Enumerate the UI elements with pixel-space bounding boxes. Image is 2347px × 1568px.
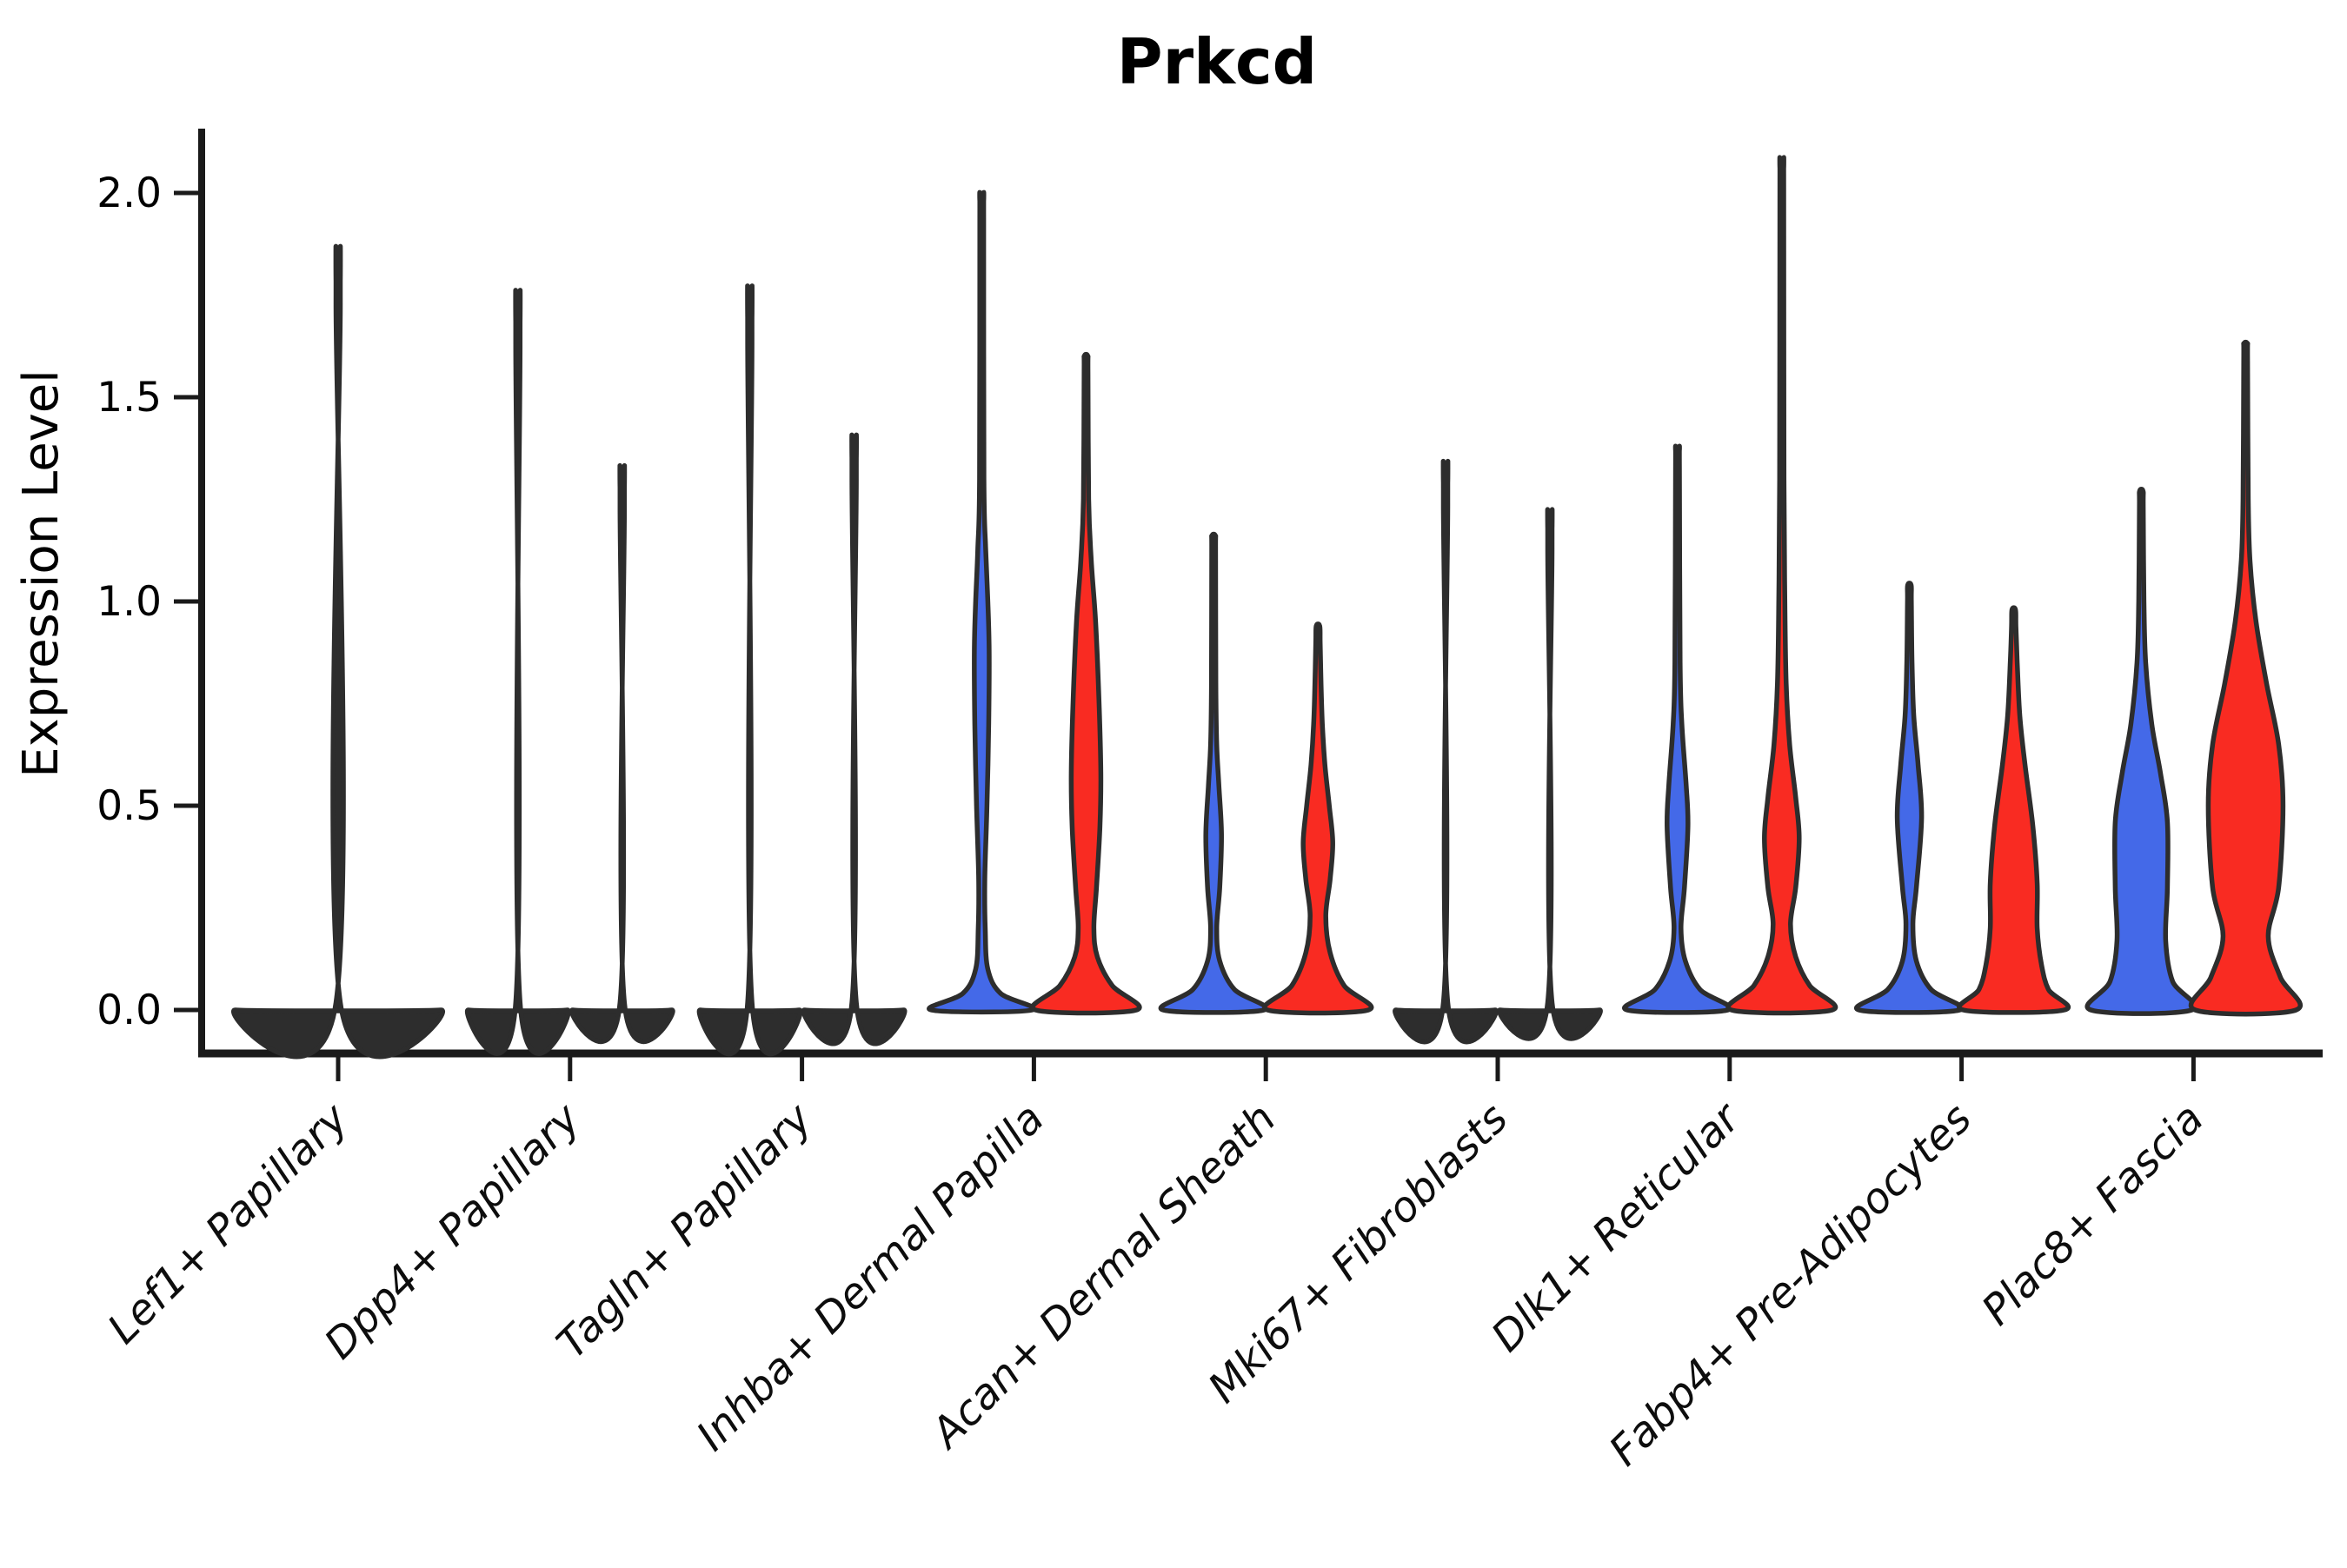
violin-dlk1-reticular-left	[1622, 443, 1733, 1015]
y-tick-label: 2.0	[96, 169, 162, 217]
y-tick-label: 0.5	[96, 782, 162, 830]
violin-fabp4-pre-adipocytes-left	[1854, 581, 1965, 1015]
violin-mki67-fibroblasts-right	[1497, 507, 1603, 1041]
violin-dpp4-papillary-left	[464, 288, 571, 1056]
axes-spines	[198, 129, 2323, 1058]
violin-inhba-dermal-papilla-right	[1030, 351, 1142, 1016]
violin-series	[231, 155, 2303, 1060]
y-tick-label: 1.0	[96, 578, 162, 626]
x-axis-ticks	[336, 1057, 2196, 1081]
violin-lef1-papillary-center	[231, 243, 445, 1060]
violin-tagln-papillary-right	[801, 432, 908, 1046]
violin-acan-dermal-sheath-left	[1158, 531, 1269, 1015]
y-tick-label: 0.0	[96, 987, 162, 1034]
violin-acan-dermal-sheath-right	[1262, 621, 1374, 1016]
y-axis-ticks: 0.0 0.5 1.0 1.5 2.0	[96, 169, 200, 1034]
y-axis-label: Expression Level	[13, 369, 70, 778]
violin-dpp4-papillary-right	[568, 462, 675, 1044]
violin-inhba-dermal-papilla-left	[927, 189, 1037, 1015]
violin-dlk1-reticular-right	[1725, 155, 1838, 1016]
violin-plac8-fascia-left	[2084, 487, 2198, 1016]
violin-mki67-fibroblasts-left	[1393, 458, 1499, 1045]
y-tick-label: 1.5	[96, 374, 162, 422]
violin-fabp4-pre-adipocytes-right	[1957, 605, 2071, 1015]
chart-title: Prkcd	[1117, 25, 1317, 98]
violin-plac8-fascia-right	[2188, 339, 2303, 1017]
violin-tagln-papillary-left	[696, 283, 803, 1057]
